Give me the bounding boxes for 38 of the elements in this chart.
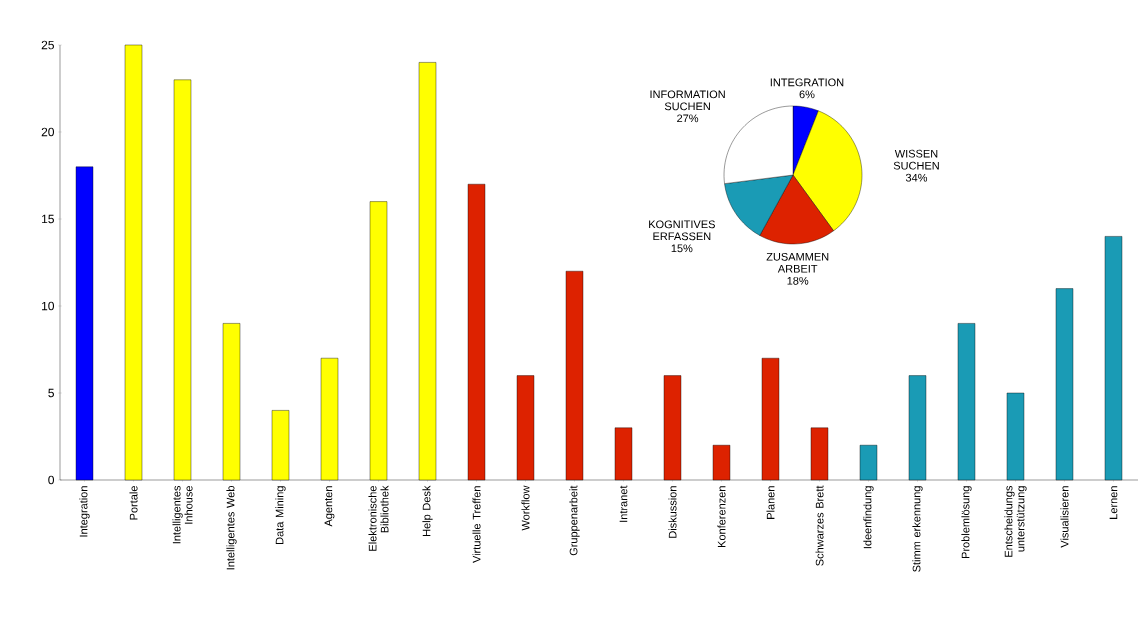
x-tick-label: Workflow [521, 485, 530, 531]
y-tick-label: 0 [48, 475, 55, 485]
x-tick-label: Gruppenarbeit [569, 485, 580, 556]
x-tick-label: Intelligentes Web [226, 486, 237, 570]
x-tick-label: Agenten [324, 486, 335, 527]
slice-label: INTEGRATION [770, 78, 844, 87]
slice-label: WISSEN SUCHEN [893, 149, 939, 170]
data-label: 34% [905, 173, 928, 182]
x-tick-label: Ideenfindung [863, 486, 874, 549]
y-tick-label: 25 [41, 40, 54, 50]
x-tick-label: Virtuelle Treffen [472, 486, 481, 563]
x-tick-label: Stimm erkennung [912, 486, 923, 572]
y-tick-label: 5 [48, 388, 54, 398]
data-label: 6% [799, 90, 815, 99]
slice-label: KOGNITIVES ERFASSEN [649, 220, 715, 241]
x-tick-label: Portale [129, 486, 138, 520]
y-tick-label: 20 [41, 127, 55, 137]
slice-label: ZUSAMMEN ARBEIT [766, 252, 829, 273]
y-tick-label: 15 [42, 214, 54, 224]
x-tick-label: Planen [766, 486, 775, 519]
x-tick-label: Visualisieren [1060, 486, 1069, 548]
data-label: 15% [671, 244, 693, 253]
slice-label: INFORMATION SUCHEN [650, 90, 725, 111]
x-tick-label: Intelligentes Inhouse [172, 485, 193, 544]
x-tick-label: Help Desk [422, 485, 433, 536]
x-tick-label: Elektronische Bibliothek [368, 485, 389, 551]
x-tick-label: Data Mining [275, 486, 286, 544]
x-tick-label: Entscheidungs unterstützung [1004, 485, 1027, 557]
x-tick-label: Konferenzen [717, 486, 726, 547]
x-tick-label: Intranet [619, 485, 628, 522]
x-tick-label: Schwarzes Brett [815, 485, 824, 566]
data-label: 18% [787, 276, 809, 285]
x-tick-label: Diskussion [668, 486, 677, 538]
y-tick-label: 10 [42, 301, 55, 311]
data-label: 27% [677, 114, 699, 123]
x-tick-label: Problemlösung [961, 486, 972, 558]
x-tick-label: Lernen [1109, 486, 1118, 519]
x-tick-label: Integration [79, 486, 90, 537]
